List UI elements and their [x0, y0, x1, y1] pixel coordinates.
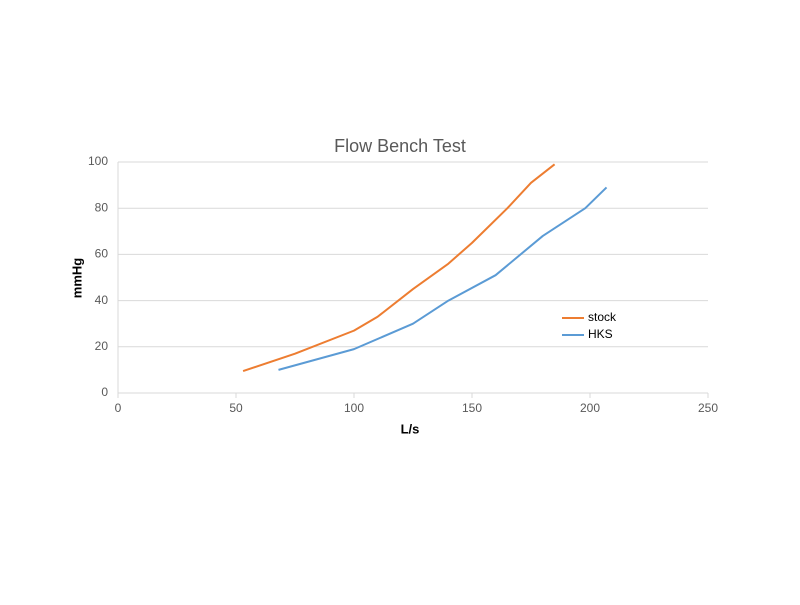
x-tick-label: 250 — [698, 401, 718, 415]
series-line — [242, 163, 556, 373]
legend-label: HKS — [588, 327, 613, 341]
x-tick-label: 200 — [580, 401, 600, 415]
y-tick-label: 40 — [95, 293, 109, 307]
y-tick-label: 100 — [88, 154, 108, 168]
y-tick-label: 0 — [101, 385, 108, 399]
x-axis-label: L/s — [401, 421, 420, 436]
y-axis-label: mmHg — [69, 258, 84, 299]
y-tick-label: 60 — [95, 247, 109, 261]
x-tick-label: 150 — [462, 401, 482, 415]
chart-title: Flow Bench Test — [334, 136, 466, 156]
legend-label: stock — [588, 310, 617, 324]
x-tick-label: 0 — [115, 401, 122, 415]
y-tick-label: 80 — [95, 200, 109, 214]
series-line — [278, 186, 608, 371]
x-tick-label: 100 — [344, 401, 364, 415]
x-tick-label: 50 — [229, 401, 243, 415]
y-tick-label: 20 — [95, 339, 109, 353]
